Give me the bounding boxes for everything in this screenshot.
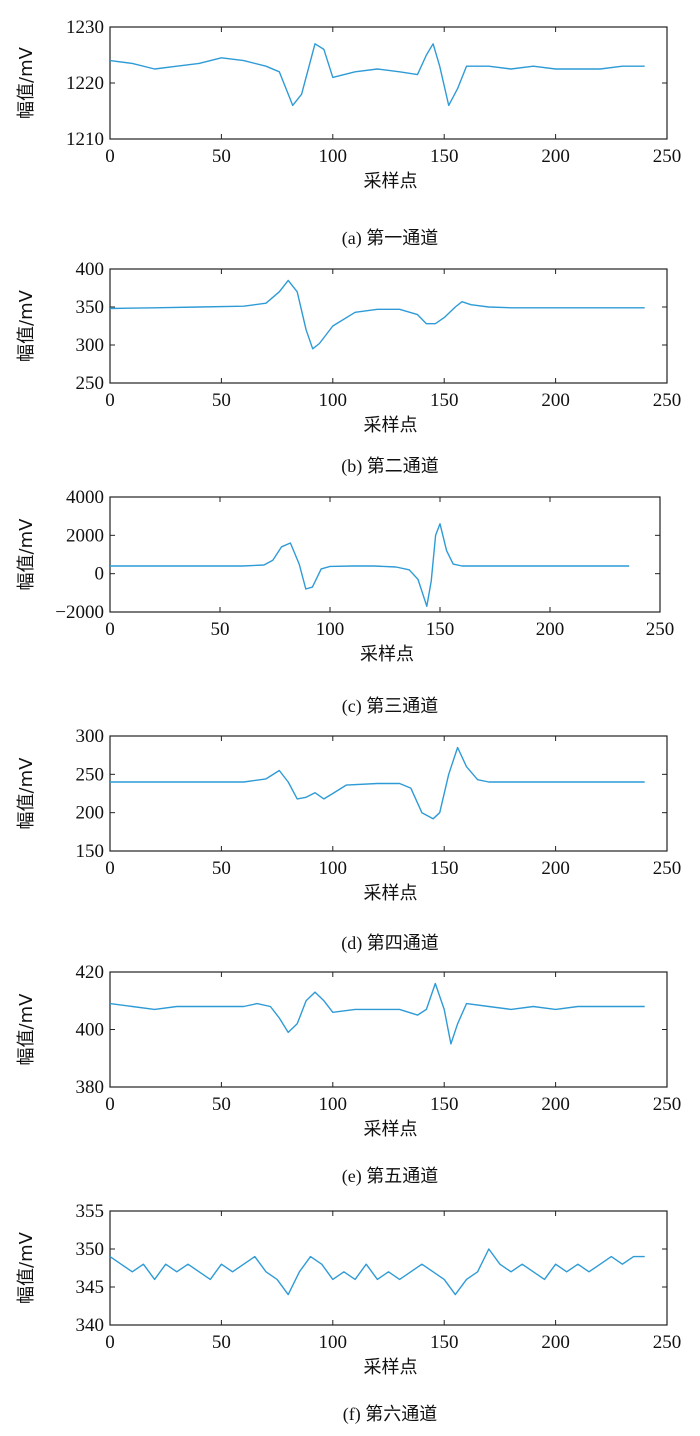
y-tick-label: −2000 xyxy=(55,602,104,623)
x-tick-label: 0 xyxy=(105,1332,115,1353)
panel-caption: (c) 第三通道 xyxy=(342,696,438,717)
series-line xyxy=(110,523,630,607)
x-tick-label: 200 xyxy=(541,858,570,879)
x-tick-label: 250 xyxy=(653,146,682,167)
x-axis-title: 采样点 xyxy=(364,171,418,192)
y-tick-label: 420 xyxy=(76,962,105,983)
y-tick-label: 200 xyxy=(76,803,105,824)
x-tick-label: 150 xyxy=(426,619,455,640)
chart-panel-2: 0 50 100 150 200 250 250 300 350 400 采样点 幅值/mV (b) 第… xyxy=(16,259,681,477)
chart-panel-3: 0 50 100 150 200 250−2000020004000采样点幅值/mV(c)… xyxy=(16,487,674,717)
y-axis-title: 幅值/mV xyxy=(16,518,37,591)
chart-panel-4: 0 50 100 150 200 250 150 200 250 300 采样点 幅值/mV (d) 第… xyxy=(16,726,681,954)
y-tick-label: 150 xyxy=(76,841,105,862)
x-tick-label: 50 xyxy=(212,390,231,411)
x-axis-title: 采样点 xyxy=(364,883,418,904)
series-line xyxy=(109,43,645,107)
x-tick-label: 200 xyxy=(541,146,570,167)
x-tick-label: 250 xyxy=(646,619,675,640)
x-axis-title: 采样点 xyxy=(364,1119,418,1140)
series-line xyxy=(109,1248,645,1296)
x-axis-title: 采样点 xyxy=(360,644,414,665)
x-tick-label: 50 xyxy=(212,146,231,167)
x-tick-label: 0 xyxy=(105,390,115,411)
y-tick-label: 1220 xyxy=(66,73,104,94)
x-tick-label: 250 xyxy=(653,390,682,411)
x-tick-label: 150 xyxy=(430,146,459,167)
series-line xyxy=(109,982,645,1045)
x-tick-label: 100 xyxy=(316,619,345,640)
x-tick-label: 100 xyxy=(319,390,348,411)
y-tick-label: 400 xyxy=(76,259,105,280)
y-tick-label: 2000 xyxy=(66,525,104,546)
y-tick-label: 350 xyxy=(76,1239,105,1260)
x-tick-label: 50 xyxy=(212,1094,231,1115)
x-tick-label: 200 xyxy=(536,619,565,640)
x-tick-label: 100 xyxy=(319,1332,348,1353)
plot-frame xyxy=(109,268,668,384)
chart-panel-1: 0 50 100 150 200 250 1210 1220 1230 采样点 幅值/mV (a) 第… xyxy=(16,17,681,249)
y-tick-label: 340 xyxy=(76,1315,105,1336)
y-tick-label: 4000 xyxy=(66,487,104,508)
y-axis-title: 幅值/mV xyxy=(16,46,37,119)
y-axis-title: 幅值/mV xyxy=(16,993,37,1066)
chart-panel-6: 0 50 100 150 200 250 340 345 350 355 采样点 幅值/mV (f) 第… xyxy=(16,1201,681,1425)
panel-caption: (a) 第一通道 xyxy=(342,228,438,249)
series-line xyxy=(110,746,645,820)
x-tick-label: 0 xyxy=(105,1094,115,1115)
x-tick-label: 200 xyxy=(541,1094,570,1115)
plot-frame xyxy=(109,971,668,1088)
x-tick-label: 150 xyxy=(430,1094,459,1115)
x-tick-label: 100 xyxy=(319,1094,348,1115)
y-axis-title: 幅值/mV xyxy=(16,757,37,830)
x-axis-title: 采样点 xyxy=(364,415,418,436)
y-tick-label: 1210 xyxy=(66,129,104,150)
y-tick-label: 300 xyxy=(76,726,105,747)
y-axis-title: 幅值/mV xyxy=(16,1231,37,1304)
panel-caption: (b) 第二通道 xyxy=(341,456,439,477)
chart-panel-5: 0 50 100 150 200 250 380 400 420 采样点 幅值/mV (e) 第五通道 xyxy=(16,962,681,1187)
y-tick-label: 250 xyxy=(76,373,105,394)
y-tick-label: 250 xyxy=(76,764,105,785)
panel-caption: (e) 第五通道 xyxy=(342,1166,438,1187)
x-tick-label: 150 xyxy=(430,1332,459,1353)
x-tick-label: 250 xyxy=(653,1094,682,1115)
y-tick-label: 0 xyxy=(95,564,105,585)
y-tick-label: 1230 xyxy=(66,17,104,38)
x-tick-label: 50 xyxy=(212,1332,231,1353)
y-tick-label: 355 xyxy=(76,1201,105,1222)
x-tick-label: 50 xyxy=(211,619,230,640)
plot-frame xyxy=(109,26,668,140)
y-axis-title: 幅值/mV xyxy=(16,289,37,362)
x-tick-label: 50 xyxy=(212,858,231,879)
y-tick-label: 345 xyxy=(76,1277,105,1298)
x-tick-label: 0 xyxy=(105,619,115,640)
y-tick-label: 400 xyxy=(76,1020,105,1041)
x-tick-label: 150 xyxy=(430,858,459,879)
x-tick-label: 200 xyxy=(541,1332,570,1353)
x-axis-title: 采样点 xyxy=(364,1357,418,1378)
panel-caption: (f) 第六通道 xyxy=(343,1404,437,1425)
y-tick-label: 380 xyxy=(76,1077,105,1098)
x-tick-label: 0 xyxy=(105,146,115,167)
x-tick-label: 250 xyxy=(653,858,682,879)
panel-caption: (d) 第四通道 xyxy=(341,933,439,954)
y-tick-label: 350 xyxy=(76,297,105,318)
series-line xyxy=(109,279,645,350)
x-tick-label: 100 xyxy=(319,146,348,167)
x-tick-label: 100 xyxy=(319,858,348,879)
plot-frame xyxy=(109,1210,668,1326)
x-tick-label: 0 xyxy=(105,858,115,879)
plot-frame xyxy=(109,496,661,613)
plot-frame xyxy=(109,735,668,852)
x-tick-label: 250 xyxy=(653,1332,682,1353)
y-tick-label: 300 xyxy=(76,335,105,356)
x-tick-label: 150 xyxy=(430,390,459,411)
x-tick-label: 200 xyxy=(541,390,570,411)
